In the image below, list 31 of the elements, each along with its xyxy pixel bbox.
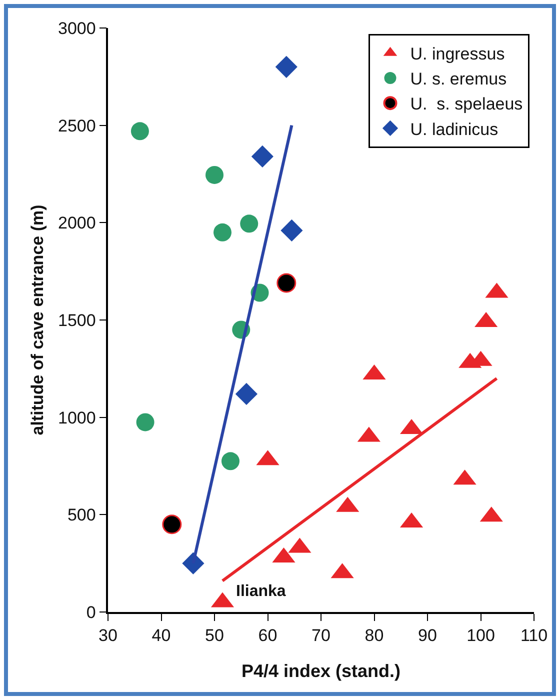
y-tick-label: 500 [67, 506, 96, 525]
y-tick-label: 3000 [58, 18, 96, 38]
x-tick-label: 50 [205, 626, 224, 646]
point [251, 145, 274, 168]
point [276, 273, 296, 293]
point [240, 214, 258, 233]
legend-label: U. s. eremus [410, 70, 507, 89]
legend-label: U. s. spelaeus [410, 94, 523, 114]
x-tick-label: 40 [152, 626, 171, 646]
point [130, 122, 149, 140]
x-tick-label: 90 [418, 626, 437, 646]
x-tick-label: 60 [258, 626, 278, 646]
point [206, 166, 224, 184]
x-tick-label: 70 [312, 626, 330, 646]
x-tick-label: 80 [364, 626, 384, 646]
point [214, 223, 232, 242]
y-tick-label: 2500 [58, 116, 96, 136]
point [275, 56, 298, 78]
point [280, 219, 303, 242]
y-tick-label: 1000 [58, 408, 96, 428]
x-tick-label: 30 [98, 626, 118, 646]
y-tick-label: 0 [86, 602, 96, 622]
x-tick-label: 100 [466, 626, 495, 646]
x-tick-label: 110 [520, 626, 548, 646]
y-tick-label: 1500 [58, 310, 96, 330]
annotation: Ilianka [236, 583, 286, 600]
x-axis-title: P4/4 index (stand.) [241, 660, 401, 681]
legend-label: U. ingressus [410, 44, 505, 64]
y-tick-label: 2000 [58, 214, 96, 233]
y-axis-title: altitude of cave entrance (m) [28, 204, 48, 436]
legend-label: U. ladinicus [410, 120, 498, 139]
